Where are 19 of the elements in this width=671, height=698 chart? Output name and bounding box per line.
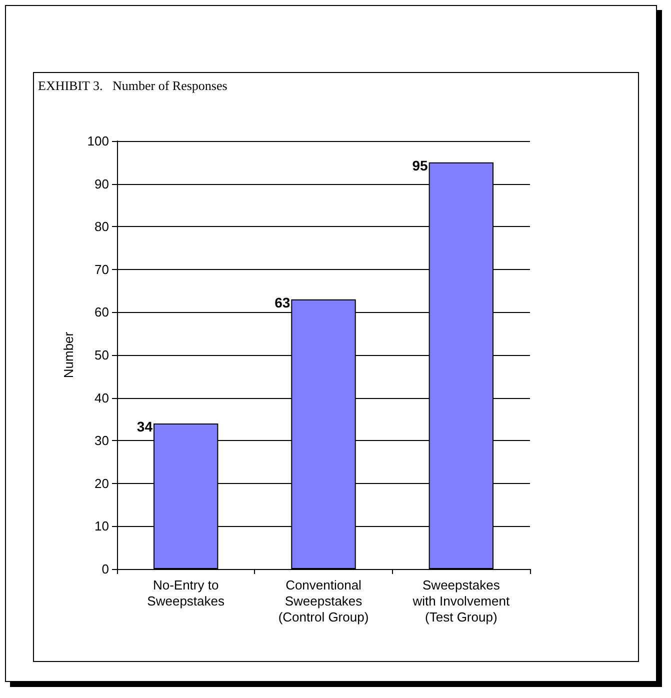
y-tick-label: 80 <box>94 219 109 234</box>
chart-title: EXHIBIT 3. Number of Responses <box>38 78 228 94</box>
data-label: 63 <box>274 294 290 310</box>
y-tick-label: 90 <box>94 176 109 192</box>
data-label: 34 <box>136 418 153 434</box>
y-axis-title: Number <box>61 331 76 378</box>
x-tick-label: No-Entry to Sweepstakes <box>147 578 225 608</box>
y-tick-label: 30 <box>94 433 109 448</box>
x-tick-label: Sweepstakes with Involvement (Test Group) <box>412 578 510 624</box>
y-tick-label: 40 <box>94 390 109 406</box>
y-tick-label: 60 <box>94 304 109 320</box>
y-tick-label: 100 <box>87 134 109 148</box>
y-tick-label: 20 <box>94 476 109 491</box>
y-tick-label: 0 <box>102 562 109 576</box>
y-tick-label: 70 <box>94 262 109 277</box>
data-label: 95 <box>412 157 428 174</box>
x-tick-label: Conventional Sweepstakes (Control Group) <box>278 578 369 624</box>
y-tick-label: 10 <box>94 518 109 534</box>
y-tick-label: 50 <box>94 348 109 362</box>
